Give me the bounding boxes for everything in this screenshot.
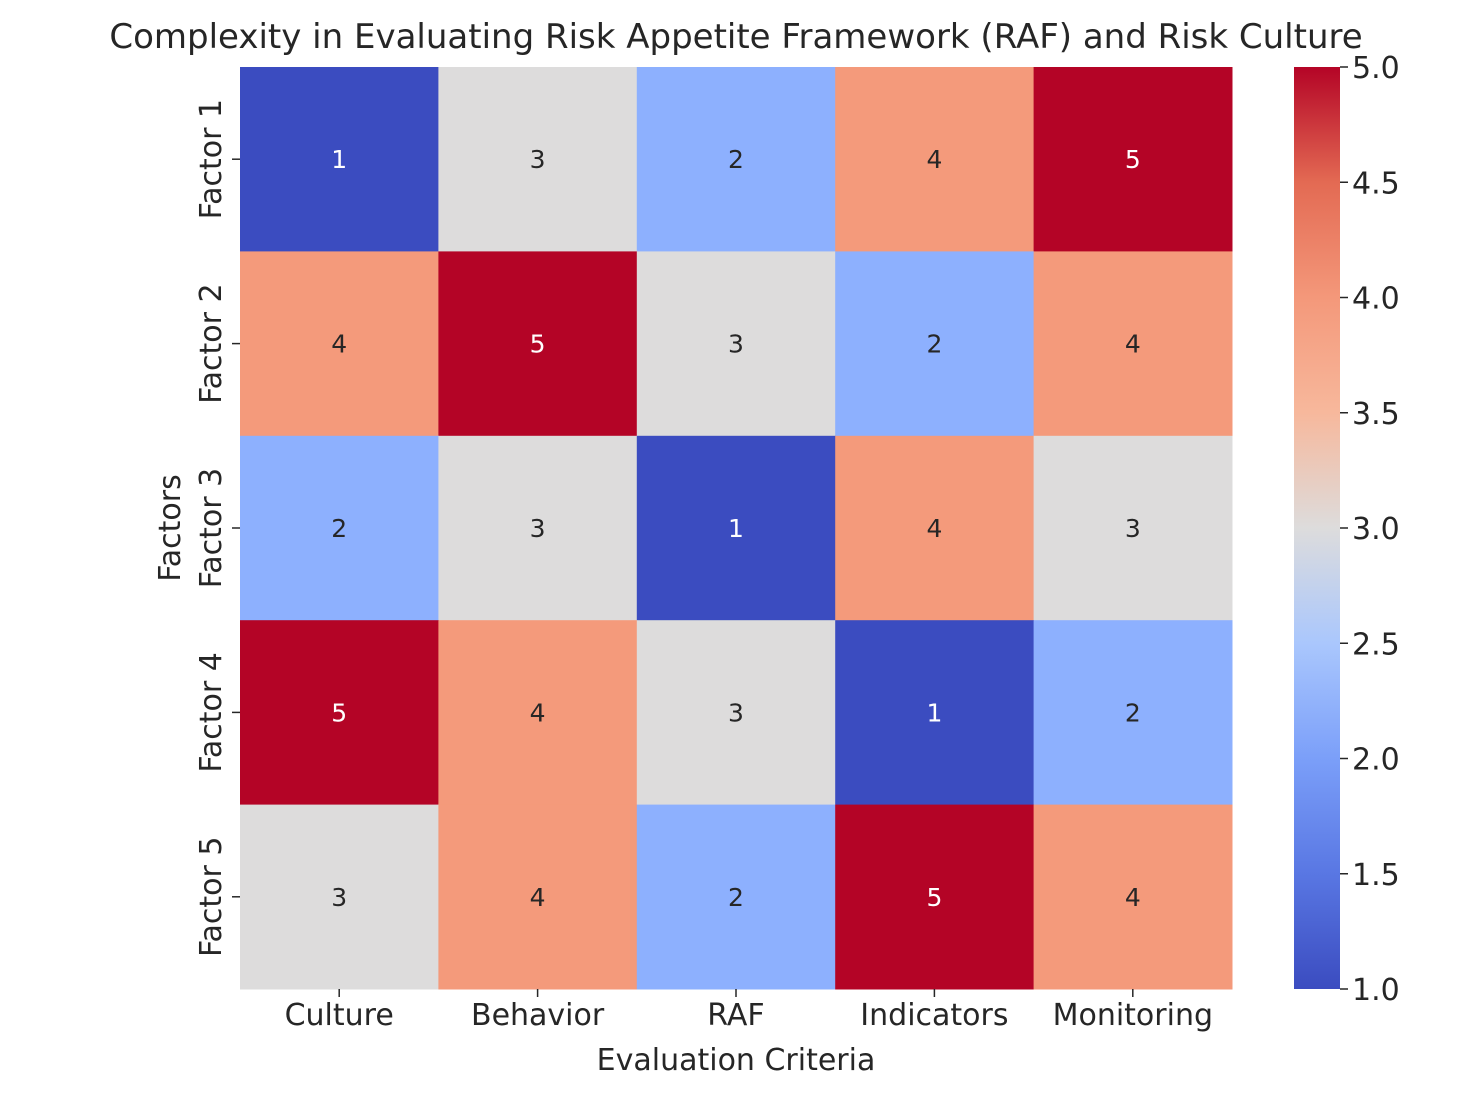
y-tick-label: Factor 4 xyxy=(194,652,229,772)
cell-value-label: 2 xyxy=(728,883,744,912)
cell-value-label: 4 xyxy=(1125,883,1141,912)
heatmap-cell xyxy=(438,620,638,806)
colorbar-tick-label: 3.5 xyxy=(1352,397,1400,432)
colorbar-tick-label: 3.0 xyxy=(1352,512,1400,547)
heatmap-cell xyxy=(240,435,439,621)
heatmap-cell xyxy=(835,251,1035,437)
cell-value-label: 2 xyxy=(728,145,744,174)
heatmap-cell xyxy=(240,251,439,437)
x-tick-label: Indicators xyxy=(860,998,1008,1033)
heatmap-cell xyxy=(1033,435,1233,621)
cell-value-label: 3 xyxy=(331,883,347,912)
colorbar-tick-label: 4.0 xyxy=(1352,282,1400,317)
cell-value-label: 4 xyxy=(1125,330,1141,359)
heatmap-cell xyxy=(835,804,1035,990)
heatmap-cell xyxy=(240,67,439,252)
heatmap-cell xyxy=(438,435,638,621)
heatmap-cell xyxy=(1033,620,1233,806)
cell-value-label: 3 xyxy=(530,514,546,543)
y-tick-label: Factor 5 xyxy=(194,837,229,957)
cell-value-label: 1 xyxy=(926,698,942,727)
cell-value-label: 4 xyxy=(530,698,546,727)
cell-value-label: 3 xyxy=(728,330,744,359)
cell-value-label: 2 xyxy=(926,330,942,359)
colorbar-ticks: 1.0 1.5 2.0 2.5 3.0 3.5 4.0 4.5 5.0 xyxy=(1340,51,1400,1008)
cell-value-label: 2 xyxy=(331,514,347,543)
y-tick-label: Factor 1 xyxy=(194,99,229,219)
heatmap-cells xyxy=(240,67,1233,990)
cell-value-label: 1 xyxy=(728,514,744,543)
y-axis-label: Factors xyxy=(153,474,188,581)
cell-value-label: 2 xyxy=(1125,698,1141,727)
x-tick-label: RAF xyxy=(707,998,764,1033)
heatmap-cell xyxy=(636,67,836,252)
colorbar xyxy=(1294,67,1340,989)
cell-value-label: 5 xyxy=(331,698,347,727)
heatmap-cell xyxy=(636,804,836,990)
heatmap-cell xyxy=(835,435,1035,621)
x-tick-label: Behavior xyxy=(471,998,605,1033)
x-tick-label: Monitoring xyxy=(1053,998,1213,1033)
heatmap-cell xyxy=(636,435,836,621)
cell-value-label: 3 xyxy=(1125,514,1141,543)
heatmap-cell xyxy=(438,804,638,990)
cell-value-label: 5 xyxy=(530,330,546,359)
heatmap-cell xyxy=(1033,251,1233,437)
cell-value-label: 5 xyxy=(1125,145,1141,174)
cell-value-label: 4 xyxy=(331,330,347,359)
x-axis-label: Evaluation Criteria xyxy=(597,1043,876,1078)
colorbar-tick-label: 1.5 xyxy=(1352,858,1400,893)
colorbar-tick-label: 2.5 xyxy=(1352,627,1400,662)
y-axis-ticks: Factor 1 Factor 2 Factor 3 Factor 4 Factor 5 xyxy=(194,99,240,957)
colorbar-tick-label: 1.0 xyxy=(1352,973,1400,1008)
heatmap-cell xyxy=(240,620,439,806)
x-tick-label: Culture xyxy=(285,998,394,1033)
heatmap-cell xyxy=(1033,804,1233,990)
heatmap-cell-labels: 1 3 2 4 5 4 5 3 2 4 2 3 1 4 3 5 4 3 1 2 3 4 2 5 4 xyxy=(331,145,1141,912)
y-tick-label: Factor 2 xyxy=(194,283,229,403)
heatmap-cell xyxy=(240,804,439,990)
colorbar-tick-label: 2.0 xyxy=(1352,743,1400,778)
cell-value-label: 4 xyxy=(926,514,942,543)
colorbar-tick-label: 4.5 xyxy=(1352,166,1400,201)
colorbar-tick-label: 5.0 xyxy=(1352,51,1400,86)
cell-value-label: 3 xyxy=(728,698,744,727)
heatmap-cell xyxy=(636,620,836,806)
cell-value-label: 3 xyxy=(530,145,546,174)
y-tick-label: Factor 3 xyxy=(194,468,229,588)
cell-value-label: 5 xyxy=(926,883,942,912)
heatmap-cell xyxy=(1033,67,1233,252)
cell-value-label: 4 xyxy=(530,883,546,912)
x-axis-ticks: Culture Behavior RAF Indicators Monitoring xyxy=(285,989,1213,1033)
heatmap-cell xyxy=(835,67,1035,252)
chart-title: Complexity in Evaluating Risk Appetite F… xyxy=(109,17,1362,57)
heatmap-cell xyxy=(636,251,836,437)
cell-value-label: 1 xyxy=(331,145,347,174)
cell-value-label: 4 xyxy=(926,145,942,174)
heatmap-cell xyxy=(835,620,1035,806)
heatmap-cell xyxy=(438,251,638,437)
heatmap-cell xyxy=(438,67,638,252)
